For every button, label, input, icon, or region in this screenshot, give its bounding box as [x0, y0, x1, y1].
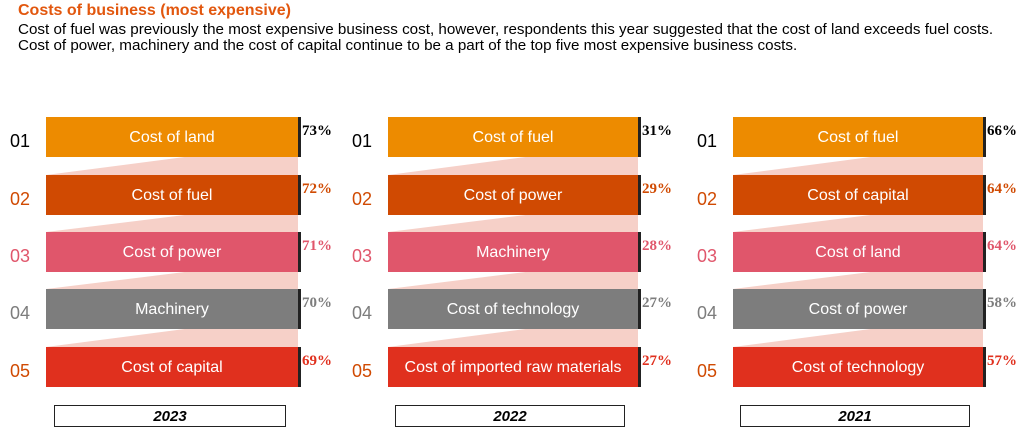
- rank-number: 02: [10, 189, 31, 209]
- bar-divider: [638, 347, 641, 387]
- cost-bar: Cost of land: [733, 232, 983, 272]
- row-connector: [733, 329, 983, 347]
- row-connector: [46, 215, 298, 232]
- year-label: 2022: [395, 405, 625, 427]
- cost-percentage: 58%: [987, 295, 1017, 311]
- rank-number: 01: [352, 131, 373, 151]
- year-label: 2021: [740, 405, 970, 427]
- cost-bar: Cost of land: [46, 117, 298, 157]
- bar-divider: [298, 175, 301, 215]
- cost-percentage: 71%: [302, 238, 332, 254]
- cost-percentage: 66%: [987, 123, 1017, 139]
- row-connector: [388, 272, 638, 289]
- bar-divider: [638, 175, 641, 215]
- rank-number: 04: [10, 303, 31, 323]
- rank-number: 02: [352, 189, 373, 209]
- bar-divider: [298, 289, 301, 329]
- cost-bar: Cost of technology: [733, 347, 983, 387]
- rank-number: 02: [697, 189, 718, 209]
- cost-bar: Cost of capital: [733, 175, 983, 215]
- cost-bar: Machinery: [46, 289, 298, 329]
- cost-bar: Cost of technology: [388, 289, 638, 329]
- row-connector: [46, 272, 298, 289]
- cost-bar: Cost of fuel: [733, 117, 983, 157]
- cost-percentage: 27%: [642, 353, 672, 369]
- rank-number: 04: [352, 303, 373, 323]
- row-connector: [733, 215, 983, 232]
- bar-divider: [298, 347, 301, 387]
- year-label: 2023: [54, 405, 286, 427]
- page-title: Costs of business (most expensive): [18, 2, 291, 19]
- rank-number: 05: [697, 361, 718, 381]
- cost-percentage: 27%: [642, 295, 672, 311]
- rank-number: 03: [10, 246, 31, 266]
- rank-number: 01: [697, 131, 718, 151]
- cost-percentage: 57%: [987, 353, 1017, 369]
- cost-bar: Cost of power: [388, 175, 638, 215]
- cost-bar: Cost of power: [46, 232, 298, 272]
- rank-number: 03: [697, 246, 718, 266]
- rank-number: 04: [697, 303, 718, 323]
- row-connector: [388, 215, 638, 232]
- bar-divider: [983, 175, 986, 215]
- row-connector: [733, 157, 983, 175]
- cost-bar: Machinery: [388, 232, 638, 272]
- row-connector: [733, 272, 983, 289]
- bar-divider: [638, 289, 641, 329]
- rank-number: 03: [352, 246, 373, 266]
- row-connector: [46, 329, 298, 347]
- cost-bar: Cost of capital: [46, 347, 298, 387]
- rank-number: 05: [352, 361, 373, 381]
- cost-percentage: 28%: [642, 238, 672, 254]
- bar-divider: [983, 232, 986, 272]
- cost-percentage: 73%: [302, 123, 332, 139]
- bar-divider: [983, 289, 986, 329]
- bar-divider: [638, 232, 641, 272]
- cost-bar: Cost of imported raw materials: [388, 347, 638, 387]
- rank-number: 05: [10, 361, 31, 381]
- row-connector: [388, 329, 638, 347]
- cost-percentage: 64%: [987, 181, 1017, 197]
- bar-divider: [298, 117, 301, 157]
- rank-number: 01: [10, 131, 31, 151]
- cost-percentage: 72%: [302, 181, 332, 197]
- bar-divider: [983, 347, 986, 387]
- cost-percentage: 70%: [302, 295, 332, 311]
- bar-divider: [638, 117, 641, 157]
- cost-percentage: 31%: [642, 123, 672, 139]
- row-connector: [388, 157, 638, 175]
- cost-percentage: 69%: [302, 353, 332, 369]
- cost-bar: Cost of power: [733, 289, 983, 329]
- page-description: Cost of fuel was previously the most exp…: [18, 21, 994, 54]
- cost-percentage: 64%: [987, 238, 1017, 254]
- cost-bar: Cost of fuel: [388, 117, 638, 157]
- cost-percentage: 29%: [642, 181, 672, 197]
- row-connector: [46, 157, 298, 175]
- cost-bar: Cost of fuel: [46, 175, 298, 215]
- bar-divider: [983, 117, 986, 157]
- bar-divider: [298, 232, 301, 272]
